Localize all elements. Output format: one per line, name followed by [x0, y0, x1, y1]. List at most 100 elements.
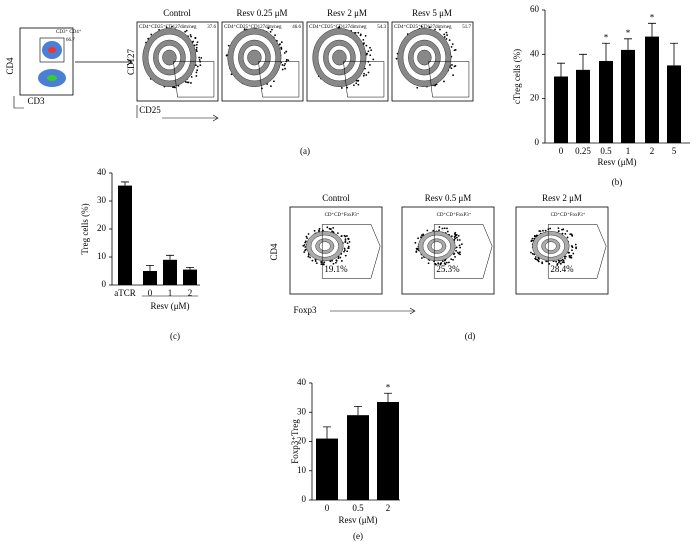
event-dot	[339, 256, 342, 259]
event-dot	[446, 34, 448, 36]
event-dot	[150, 33, 153, 36]
event-dot	[441, 260, 444, 263]
event-dot	[273, 80, 275, 83]
event-dot	[309, 256, 311, 259]
plot-title: Resv 2 μM	[542, 193, 582, 203]
event-dot	[196, 50, 198, 53]
event-dot	[443, 36, 446, 38]
event-dot	[370, 49, 373, 52]
event-dot	[185, 29, 188, 32]
event-dot	[346, 250, 349, 253]
x-tick-label: 0.25	[575, 146, 591, 156]
event-dot	[415, 251, 418, 253]
gate-label: CD4⁺CD25⁺CD127dim/neg	[309, 24, 367, 30]
event-dot	[542, 229, 544, 232]
event-dot	[363, 72, 366, 75]
gate-label: CD⁺CD⁺FoxP3⁺	[325, 212, 360, 218]
event-dot	[343, 247, 346, 250]
density-contour	[319, 241, 331, 251]
event-dot	[322, 263, 325, 266]
event-dot	[304, 249, 306, 252]
significance-mark: *	[650, 12, 655, 22]
plot-title: Control	[322, 193, 350, 203]
axis-arrow	[330, 307, 416, 315]
y-axis-label: Treg cells (%)	[80, 203, 90, 254]
gate-label: CD⁺CD⁺FoxP3⁺	[551, 212, 586, 218]
event-dot	[271, 28, 273, 31]
y-tick-label: 20	[297, 436, 307, 446]
event-dot	[428, 26, 431, 29]
event-dot	[274, 34, 277, 37]
event-dot	[447, 261, 450, 264]
event-dot	[332, 227, 335, 229]
event-dot	[454, 234, 457, 237]
event-dot	[445, 31, 448, 34]
event-dot	[357, 83, 360, 86]
bar	[621, 49, 635, 143]
event-dot	[453, 65, 456, 68]
event-dot	[557, 227, 560, 230]
error-bar	[557, 62, 565, 77]
x-tick-label: 1	[168, 288, 173, 298]
event-dot	[307, 233, 310, 235]
event-dot	[575, 247, 577, 250]
event-dot	[534, 256, 537, 258]
event-dot	[568, 251, 570, 254]
event-dot	[557, 259, 560, 262]
plot-title: Resv 5 μM	[412, 8, 452, 18]
y-tick-label: 10	[97, 251, 107, 261]
event-dot	[443, 80, 445, 83]
gate	[39, 37, 65, 63]
event-dot	[427, 262, 430, 265]
event-dot	[331, 259, 333, 262]
event-dot	[457, 252, 460, 255]
error-bar	[624, 38, 632, 50]
event-dot	[416, 248, 419, 251]
event-dot	[280, 46, 283, 49]
event-dot	[362, 38, 365, 41]
density-contour	[545, 241, 557, 251]
event-dot	[362, 74, 365, 77]
gate-label: CD3⁺ CD4⁺	[56, 29, 82, 35]
event-dot	[344, 235, 347, 238]
event-dot	[531, 237, 534, 240]
event-dot	[534, 257, 537, 260]
event-dot	[445, 261, 448, 264]
event-dot	[347, 237, 350, 240]
event-dot	[451, 64, 453, 66]
event-dot	[417, 237, 419, 240]
event-dot	[460, 243, 463, 246]
event-dot	[195, 46, 198, 49]
event-dot	[438, 229, 440, 232]
y-axis-label: cTreg cells (%)	[512, 49, 522, 104]
error-bar	[648, 22, 656, 37]
x-tick-label: 0	[325, 503, 330, 513]
gate-value: 46.6	[292, 25, 301, 30]
event-dot	[355, 82, 358, 85]
y-tick-label: 40	[530, 48, 540, 58]
event-dot	[303, 251, 306, 254]
event-dot	[335, 261, 337, 264]
event-dot	[533, 234, 536, 237]
event-dot	[364, 35, 367, 37]
event-dot	[196, 69, 199, 72]
gate-plot-frame	[19, 27, 74, 96]
event-dot	[184, 30, 187, 33]
plot-title: Resv 0.5 μM	[425, 193, 472, 203]
event-dot	[285, 58, 288, 61]
event-dot	[305, 235, 308, 238]
bar	[347, 415, 369, 500]
event-dot	[195, 48, 198, 51]
bar	[163, 259, 177, 285]
event-dot	[287, 59, 290, 62]
event-dot	[556, 263, 559, 266]
event-dot	[559, 262, 562, 265]
event-dot	[451, 43, 454, 46]
event-dot	[564, 232, 567, 235]
event-dot	[438, 226, 441, 228]
event-dot	[555, 260, 558, 263]
event-dot	[363, 42, 365, 45]
event-dot	[456, 239, 459, 241]
event-dot	[195, 75, 198, 77]
event-dot	[243, 28, 246, 31]
